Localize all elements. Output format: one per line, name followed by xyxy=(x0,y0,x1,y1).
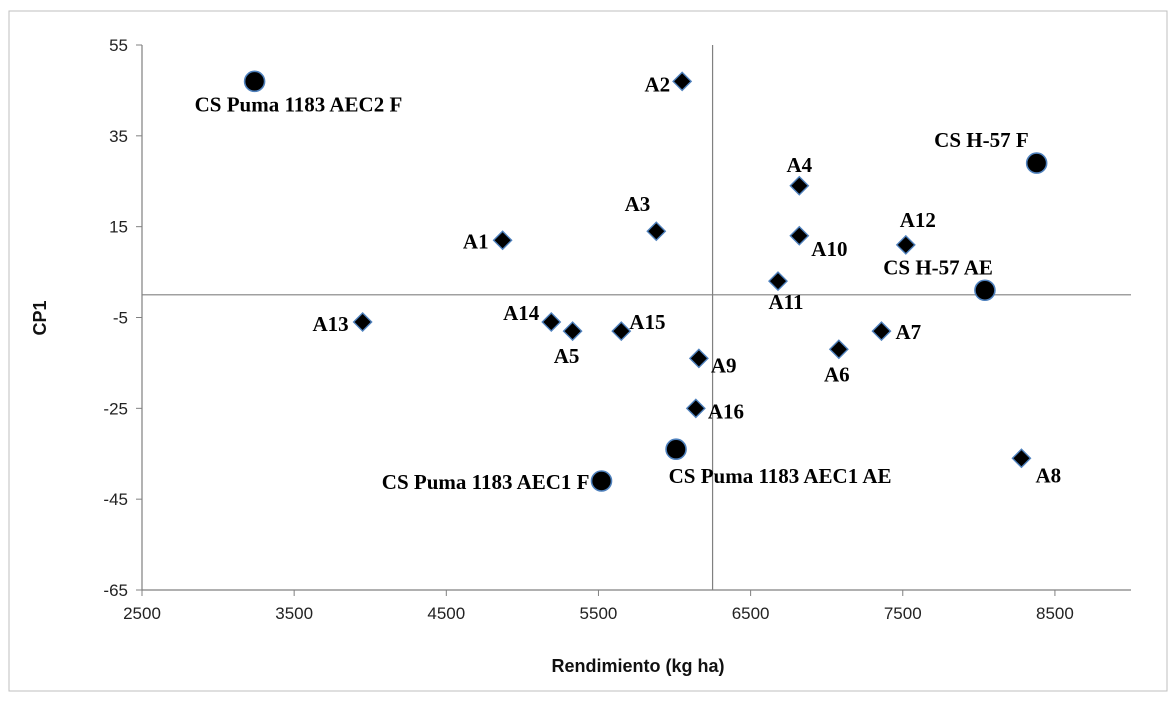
reference-lines xyxy=(142,45,1131,590)
diamond-point xyxy=(646,221,667,242)
x-tick-label: 6500 xyxy=(732,604,770,623)
diamond-point xyxy=(492,230,513,251)
point-label: CS Puma 1183 AEC2 F xyxy=(195,92,403,116)
x-tick-label: 8500 xyxy=(1036,604,1074,623)
x-tick-label: 7500 xyxy=(884,604,922,623)
point-label: A12 xyxy=(900,208,936,232)
point-label: A8 xyxy=(1035,463,1061,487)
data-marks xyxy=(243,70,1048,492)
diamond-point xyxy=(352,312,373,333)
point-label: A1 xyxy=(463,229,489,253)
diamond-point xyxy=(541,312,562,333)
diamond-point xyxy=(871,321,892,342)
point-label: CS Puma 1183 AEC1 AE xyxy=(669,464,892,488)
diamond-point xyxy=(1011,448,1032,469)
y-tick-label: -5 xyxy=(113,309,128,328)
point-label: A5 xyxy=(554,344,580,368)
diamond-point xyxy=(685,398,706,419)
diamond-point xyxy=(895,234,916,255)
circle-point xyxy=(1025,152,1048,174)
y-tick-label: -45 xyxy=(103,490,128,509)
point-label: CS H-57 F xyxy=(934,128,1029,152)
circle-point xyxy=(665,438,687,461)
point-label: A14 xyxy=(503,301,540,325)
y-tick-label: 15 xyxy=(109,218,128,237)
circle-point xyxy=(974,279,996,302)
x-tick-label: 3500 xyxy=(275,604,313,623)
diamond-point xyxy=(789,175,810,196)
diamond-point xyxy=(768,271,788,292)
point-label: A4 xyxy=(786,153,812,177)
point-label: A13 xyxy=(312,312,348,336)
point-label: A7 xyxy=(895,320,921,344)
chart-frame xyxy=(8,10,1168,692)
point-label: A6 xyxy=(824,362,850,386)
x-tick-label: 5500 xyxy=(580,604,618,623)
point-label: A15 xyxy=(629,310,665,334)
y-tick-label: -65 xyxy=(103,581,128,600)
point-label: CS H-57 AE xyxy=(883,255,993,279)
diamond-point xyxy=(828,339,849,360)
axes: 2500 3500 4500 5500 6500 7500 8500 55 35 15 -5 -25 -… xyxy=(103,36,1131,623)
y-tick-label: -25 xyxy=(103,399,128,418)
point-label: A16 xyxy=(708,399,744,423)
diamond-point xyxy=(611,321,632,342)
circle-point xyxy=(590,470,613,492)
x-tick-label: 4500 xyxy=(427,604,465,623)
diamond-point xyxy=(789,225,810,246)
circle-point xyxy=(243,70,266,93)
point-label: A10 xyxy=(811,237,847,261)
y-tick-label: 55 xyxy=(109,36,128,55)
point-label: A3 xyxy=(625,192,651,216)
y-axis-title: CP1 xyxy=(30,300,50,335)
diamond-point xyxy=(672,71,693,92)
x-axis-title: Rendimiento (kg ha) xyxy=(551,656,724,676)
y-tick-label: 35 xyxy=(109,127,128,146)
point-label: A11 xyxy=(768,290,803,314)
x-tick-label: 2500 xyxy=(123,604,161,623)
diamond-point xyxy=(688,348,709,369)
diamond-point xyxy=(562,321,583,342)
point-label: CS Puma 1183 AEC1 F xyxy=(382,470,590,494)
point-labels: A1 A2 A3 A4 A5 A6 A7 A8 A9 A10 A11 A12 A13 A14 A15 A16 C… xyxy=(195,72,1062,494)
point-label: A9 xyxy=(711,353,737,377)
point-label: A2 xyxy=(644,72,670,96)
